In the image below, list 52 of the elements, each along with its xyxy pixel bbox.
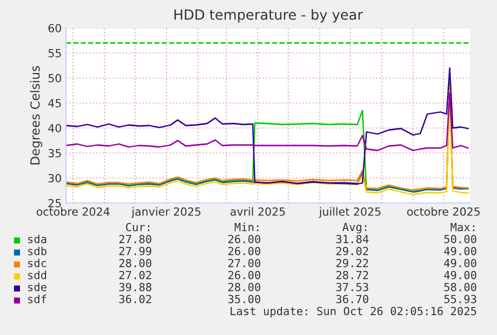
- y-tick-label: 50: [48, 74, 62, 82]
- text: Last update: Sun Oct 26 02:05:16 2025: [230, 306, 476, 318]
- text: Max:: [450, 222, 474, 232]
- text: 27.02: [119, 270, 152, 280]
- text: 36.70: [336, 294, 368, 304]
- x-tick-label: juillet 2025: [318, 207, 380, 218]
- x-tick-label: avril 2025: [230, 207, 285, 216]
- x-tick-label: janvier 2025: [131, 207, 200, 218]
- text: 27.00: [228, 258, 260, 268]
- chart-title: HDD temperature - by year: [174, 9, 363, 23]
- text: 58.00: [444, 282, 476, 292]
- legend-label: sdb: [28, 246, 46, 256]
- text: 28.00: [228, 282, 260, 292]
- text: Cur:: [126, 222, 150, 232]
- text: 39.88: [119, 282, 152, 292]
- legend-label: sda: [28, 234, 46, 244]
- y-axis-title: Degrees Celsius: [30, 66, 42, 164]
- x-tick-label: octobre 2025: [407, 207, 480, 216]
- y-tick-label: 30: [48, 174, 62, 182]
- text: 31.84: [336, 234, 368, 244]
- text: 49.00: [444, 258, 476, 268]
- legend-label: sde: [28, 282, 46, 292]
- text: 49.00: [444, 270, 476, 280]
- text: 29.02: [336, 246, 368, 256]
- line-series: [66, 92, 469, 152]
- y-tick-label: 25: [48, 198, 61, 208]
- x-tick-label: octobre 2024: [36, 207, 110, 216]
- text: 36.02: [119, 294, 152, 304]
- text: 26.00: [228, 234, 260, 244]
- y-tick-label: 55: [48, 49, 61, 58]
- text: 26.00: [228, 270, 260, 280]
- legend-label: sdf: [28, 294, 46, 304]
- text: 28.72: [336, 270, 368, 280]
- y-tick-label: 45: [48, 99, 61, 108]
- y-tick-label: 40: [48, 124, 62, 132]
- text: 29.22: [336, 258, 368, 268]
- y-tick-label: 60: [48, 24, 62, 32]
- y-tick-label: 35: [48, 148, 61, 158]
- line-series: [66, 67, 469, 185]
- text: 49.00: [444, 246, 476, 256]
- text: 50.00: [444, 234, 476, 244]
- text: 37.53: [336, 282, 368, 292]
- text: 26.00: [228, 246, 260, 256]
- text: Avg:: [342, 222, 366, 234]
- text: 55.93: [444, 294, 476, 304]
- legend-label: sdc: [28, 258, 46, 268]
- text: Min:: [234, 222, 258, 232]
- legend-label: sdd: [28, 270, 46, 280]
- text: 27.99: [119, 246, 152, 256]
- text: 28.00: [119, 258, 152, 268]
- text: 35.00: [228, 294, 260, 304]
- text: 27.80: [119, 234, 152, 244]
